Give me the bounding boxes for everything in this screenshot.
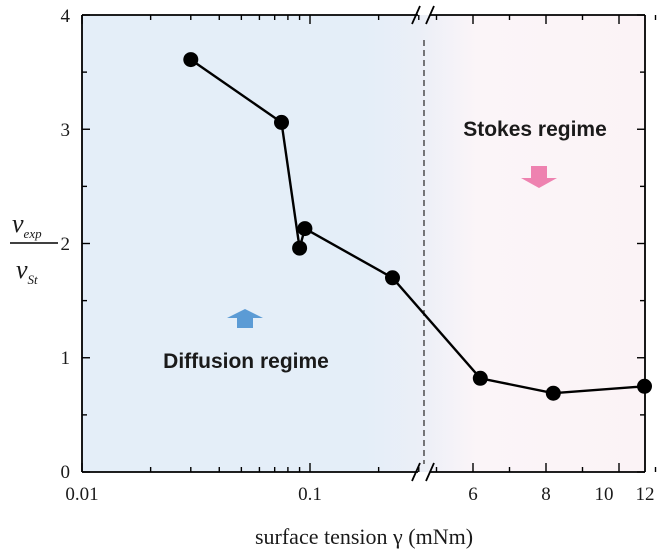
y-tick-label: 0 [61,462,71,483]
diffusion-arrow-up-icon [227,309,263,328]
x-tick-label: 8 [541,484,551,505]
series-line [190,58,645,395]
stokes-arrow-down-icon [521,166,557,188]
y-tick-label: 2 [61,234,71,255]
data-point [274,114,289,130]
y-tick-label: 1 [61,348,71,369]
data-point [385,270,400,286]
data-point [297,221,313,237]
svg-text:vexp: vexp [12,209,42,241]
plot-background [82,15,645,472]
y-axis-title: vexp vSt [10,209,58,287]
diffusion-regime-label: Diffusion regime [163,350,329,373]
data-point [545,385,561,401]
y-tick-label: 3 [61,120,71,141]
axis-break-top [411,5,435,25]
x-axis-title: surface tension γ (mNm) [255,524,473,549]
stokes-regime-label: Stokes regime [463,118,607,141]
data-point [472,370,488,386]
data-point [183,52,199,68]
x-tick-label: 6 [468,484,478,505]
data-point [292,240,308,256]
svg-text:vSt: vSt [16,255,38,287]
x-tick-label: 12 [636,484,655,505]
axis-break-bottom [411,462,435,482]
x-tick-label: 0.1 [298,484,322,505]
y-tick-label: 4 [61,6,71,27]
x-tick-label: 0.01 [65,484,98,505]
x-tick-label: 10 [595,484,614,505]
